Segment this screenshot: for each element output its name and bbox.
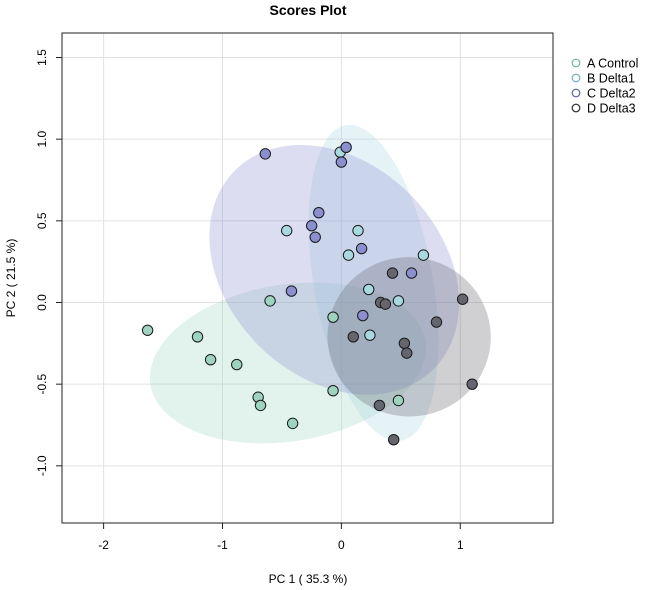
- legend-label: C Delta2: [587, 87, 636, 101]
- data-point: [405, 267, 418, 279]
- data-point: [342, 249, 355, 261]
- legend-marker-icon: [571, 103, 581, 113]
- y-tick-label: 0.5: [35, 212, 49, 229]
- data-point: [280, 224, 293, 237]
- y-tick-label: 1.0: [35, 131, 49, 148]
- legend-marker-icon: [571, 88, 581, 98]
- ellipse-2: [308, 124, 439, 441]
- data-point: [357, 309, 369, 322]
- data-point: [392, 295, 405, 307]
- data-point: [285, 285, 298, 297]
- data-point: [466, 378, 478, 390]
- x-tick-label: 1: [457, 538, 464, 552]
- ellipse-1: [149, 282, 426, 444]
- grid-lines: [62, 33, 553, 523]
- legend-marker-icon: [571, 73, 581, 83]
- data-point: [456, 293, 469, 305]
- data-point: [204, 353, 217, 366]
- legend-label: B Delta1: [587, 72, 635, 86]
- data-point: [286, 417, 299, 430]
- y-tick-label: 1.5: [35, 49, 49, 66]
- ellipse-3: [209, 144, 460, 395]
- data-point: [191, 331, 204, 343]
- data-point: [364, 329, 376, 341]
- data-point: [347, 331, 359, 343]
- y-tick-label: -0.5: [35, 374, 49, 395]
- data-point: [401, 347, 413, 359]
- data-point: [379, 298, 392, 310]
- data-point: [392, 394, 405, 407]
- data-point: [313, 206, 325, 219]
- y-tick-label: -1.0: [35, 455, 49, 476]
- data-points: [141, 141, 478, 446]
- data-point: [141, 324, 154, 336]
- data-point: [305, 220, 318, 232]
- chart-title: Scores Plot: [269, 2, 346, 18]
- data-point: [254, 399, 267, 412]
- data-point: [352, 224, 364, 237]
- data-point: [340, 141, 352, 154]
- y-axis-label: PC 2 ( 21.5 %): [4, 239, 18, 318]
- data-point: [309, 231, 321, 243]
- data-point: [398, 337, 411, 350]
- data-point: [355, 242, 368, 255]
- legend-label: A Control: [587, 57, 638, 71]
- y-tick-label: 0.0: [35, 294, 49, 311]
- legend-marker-icon: [571, 58, 581, 68]
- data-point: [327, 385, 339, 397]
- plot-frame: [61, 32, 554, 524]
- x-tick-label: -2: [98, 538, 109, 552]
- data-point: [417, 249, 430, 261]
- data-point: [363, 283, 375, 296]
- data-point: [373, 399, 386, 412]
- legend-label: D Delta3: [587, 102, 636, 116]
- data-point: [259, 148, 271, 160]
- legend-item[interactable]: B Delta1: [571, 72, 635, 86]
- legend-item[interactable]: A Control: [571, 57, 638, 71]
- y-axis-ticks: -1.0 -0.5 0.0 0.5 1.0 1.5: [35, 49, 62, 476]
- data-point: [335, 156, 348, 168]
- legend-item[interactable]: C Delta2: [571, 87, 636, 101]
- legend-item[interactable]: D Delta3: [571, 102, 636, 116]
- confidence-ellipses: [149, 124, 491, 444]
- data-point: [231, 358, 243, 371]
- x-tick-label: 0: [338, 538, 345, 552]
- ellipse-4: [327, 257, 491, 417]
- x-tick-label: -1: [217, 538, 228, 552]
- data-point: [386, 267, 399, 279]
- x-axis-label: PC 1 ( 35.3 %): [269, 572, 348, 586]
- x-axis-ticks: -2 -1 0 1: [98, 523, 464, 552]
- data-point: [387, 434, 400, 446]
- data-point: [264, 295, 276, 307]
- data-point: [327, 311, 339, 323]
- data-point: [430, 316, 443, 328]
